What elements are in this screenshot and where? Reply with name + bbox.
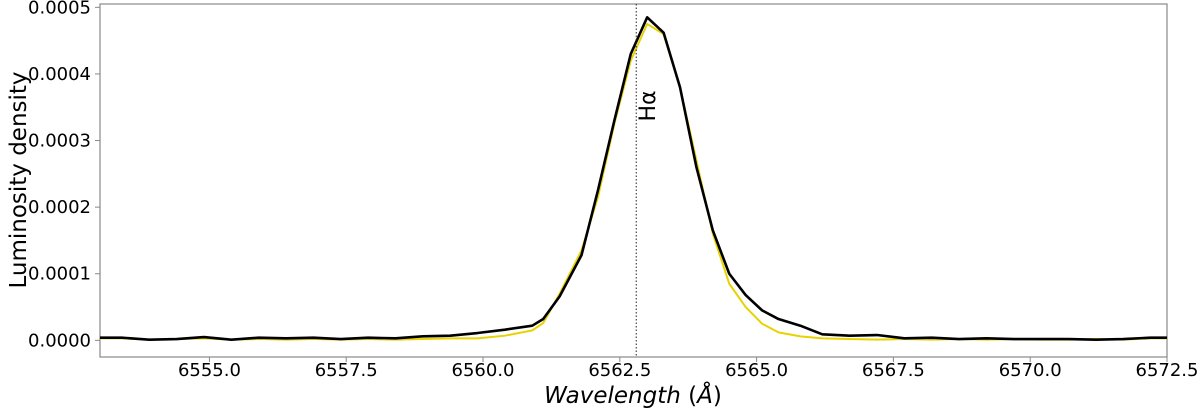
y-tick-label: 0.0004 (28, 64, 91, 85)
series-line (100, 16, 1167, 341)
x-tick-label: 6572.5 (1136, 360, 1199, 381)
y-tick-label: 0.0003 (28, 131, 91, 152)
h-alpha-label: Hα (636, 90, 661, 121)
x-tick-label: 6567.5 (862, 360, 925, 381)
y-axis: 0.0000 0.0001 0.0002 0.0003 0.0004 0.0005 (28, 0, 100, 351)
y-tick-label: 0.0002 (28, 197, 91, 218)
y-tick-label: 0.0001 (28, 264, 91, 285)
x-tick-label: 6557.5 (315, 360, 378, 381)
x-tick-label: 6562.5 (588, 360, 651, 381)
plot-area-frame (99, 3, 1168, 358)
y-tick-label: 0.0005 (28, 0, 91, 18)
series-line (100, 22, 1167, 341)
y-axis-label: Luminosity density (6, 71, 32, 288)
y-tick-label: 0.0000 (28, 330, 91, 351)
x-axis: 6555.0 6557.5 6560.0 6562.5 6565.0 6567.5 6570… (178, 357, 1199, 381)
x-tick-label: 6555.0 (178, 360, 241, 381)
x-axis-label: Wavelength (Å) (544, 381, 722, 409)
series-layer (100, 16, 1167, 341)
annotation-layer: Hα (635, 4, 661, 357)
x-tick-label: 6560.0 (452, 360, 515, 381)
x-tick-label: 6565.0 (725, 360, 788, 381)
x-tick-label: 6570.0 (999, 360, 1062, 381)
